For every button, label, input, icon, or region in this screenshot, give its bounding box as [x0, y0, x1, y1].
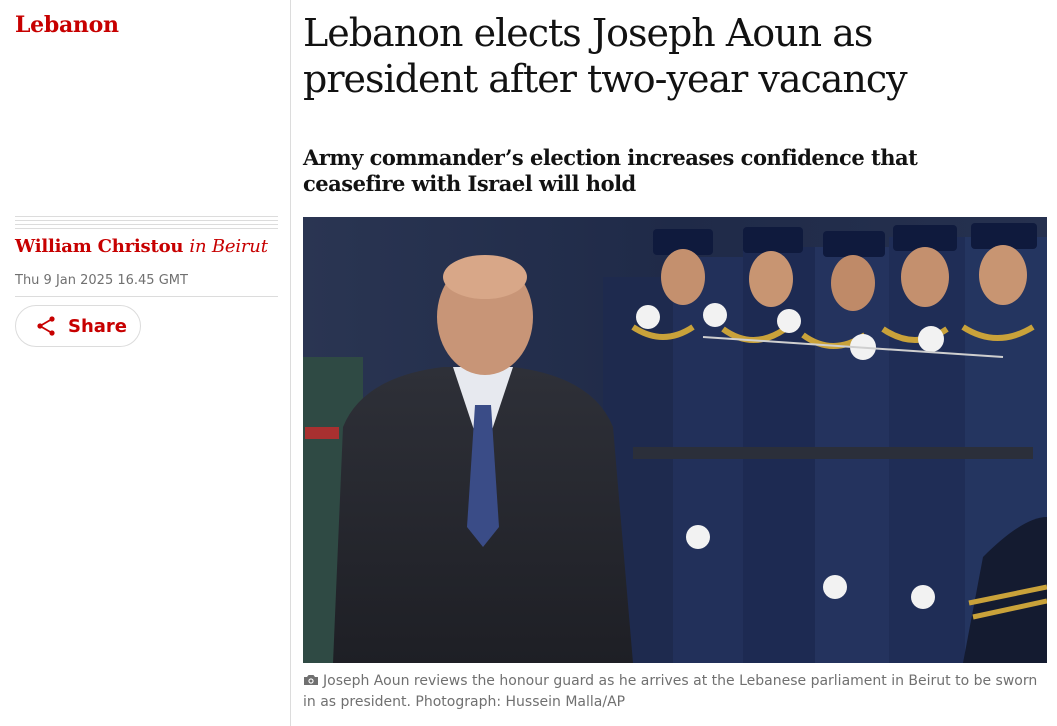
byline-author[interactable]: William Christou	[15, 236, 184, 257]
share-button[interactable]: Share	[15, 305, 141, 347]
meta-divider	[15, 296, 278, 297]
article-headline: Lebanon elects Joseph Aoun as president …	[303, 11, 908, 101]
meta-divider-lines	[15, 216, 278, 230]
photo-illustration	[303, 217, 1047, 663]
byline-location: in Beirut	[189, 236, 268, 257]
left-meta-column: Lebanon William Christou in Beirut Thu 9…	[0, 0, 291, 726]
camera-icon	[303, 672, 319, 685]
article-standfirst: Army commander’s election increases conf…	[303, 145, 918, 196]
share-icon	[34, 314, 58, 338]
photo-caption-text: Joseph Aoun reviews the honour guard as …	[303, 673, 1038, 710]
photo-caption: Joseph Aoun reviews the honour guard as …	[303, 671, 1047, 713]
section-label[interactable]: Lebanon	[15, 12, 119, 38]
article-main-photo[interactable]	[303, 217, 1047, 663]
byline: William Christou in Beirut	[15, 236, 268, 257]
publish-date: Thu 9 Jan 2025 16.45 GMT	[15, 273, 188, 288]
share-label: Share	[68, 315, 128, 337]
